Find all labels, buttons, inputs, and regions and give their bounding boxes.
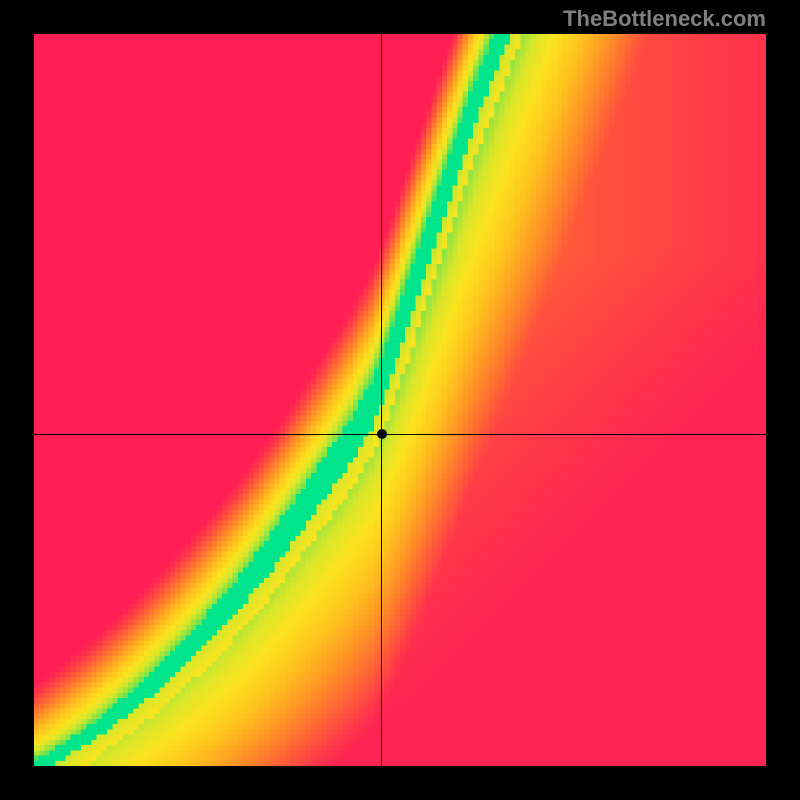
bottleneck-heatmap [34, 34, 766, 766]
watermark-text: TheBottleneck.com [563, 6, 766, 32]
crosshair-horizontal [34, 434, 766, 435]
crosshair-vertical [381, 34, 382, 766]
